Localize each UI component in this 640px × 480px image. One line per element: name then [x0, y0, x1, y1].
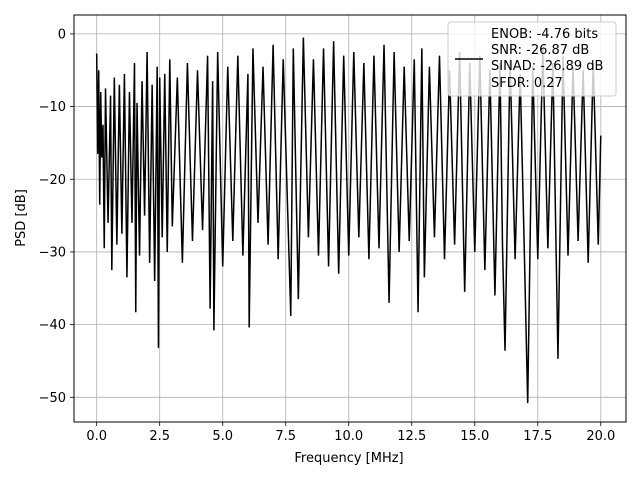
x-tick-label-7: 17.5 — [523, 429, 552, 444]
x-tick-label-2: 5.0 — [212, 429, 233, 444]
x-tick-label-1: 2.5 — [149, 429, 170, 444]
legend-sfdr: SFDR: 0.27 — [491, 76, 563, 91]
y-tick-label-4: −40 — [39, 318, 66, 333]
tick-marks — [70, 33, 602, 426]
x-tick-label-3: 7.5 — [275, 429, 296, 444]
x-tick-label-8: 20.0 — [586, 429, 615, 444]
y-tick-label-2: −20 — [39, 173, 66, 188]
legend-box — [447, 21, 617, 97]
plot-frame — [73, 14, 627, 423]
x-axis-label: Frequency [MHz] — [294, 451, 403, 466]
y-axis-label: PSD [dB] — [14, 189, 29, 247]
legend-enob: ENOB: -4.76 bits — [491, 27, 598, 42]
y-tick-label-3: −30 — [39, 245, 66, 260]
y-tick-label-5: −50 — [39, 391, 66, 406]
x-tick-label-4: 10.0 — [334, 429, 363, 444]
y-tick-labels: 0 −10 −20 −30 −40 −50 — [39, 27, 66, 405]
x-tick-label-5: 12.5 — [397, 429, 426, 444]
y-tick-label-1: −10 — [39, 100, 66, 115]
legend-sinad: SINAD: -26.89 dB — [491, 59, 603, 74]
psd-series-line-0 — [95, 37, 602, 404]
legend-snr: SNR: -26.87 dB — [491, 43, 589, 58]
legend: ENOB: -4.76 bits SNR: -26.87 dB SINAD: -… — [447, 21, 617, 97]
x-tick-label-0: 0.0 — [86, 429, 107, 444]
x-tick-labels: 0.0 2.5 5.0 7.5 10.0 12.5 15.0 17.5 20.0 — [86, 429, 615, 444]
y-tick-label-0: 0 — [58, 27, 66, 42]
x-tick-label-6: 15.0 — [460, 429, 489, 444]
series-layer — [95, 37, 602, 404]
